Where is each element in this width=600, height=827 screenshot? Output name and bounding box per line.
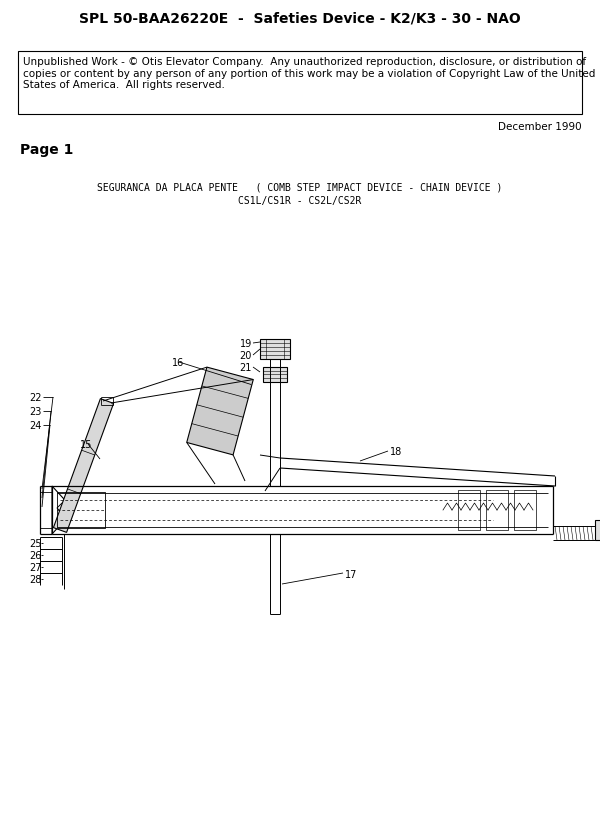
Polygon shape	[53, 399, 113, 533]
Bar	[57, 492, 105, 528]
Text: December 1990: December 1990	[499, 122, 582, 131]
Text: 28: 28	[29, 574, 42, 585]
Text: SEGURANCA DA PLACA PENTE   ( COMB STEP IMPACT DEVICE - CHAIN DEVICE ): SEGURANCA DA PLACA PENTE ( COMB STEP IMP…	[97, 183, 503, 193]
Bar	[595, 520, 600, 540]
Text: 19: 19	[240, 338, 252, 348]
Text: 27: 27	[29, 562, 42, 572]
Bar	[486, 490, 508, 530]
Text: SPL 50-BAA26220E  -  Safeties Device - K2/K3 - 30 - NAO: SPL 50-BAA26220E - Safeties Device - K2/…	[79, 11, 521, 25]
Text: Unpublished Work - © Otis Elevator Company.  Any unauthorized reproduction, disc: Unpublished Work - © Otis Elevator Compa…	[23, 57, 595, 90]
Polygon shape	[187, 368, 253, 456]
Text: CS1L/CS1R - CS2L/CS2R: CS1L/CS1R - CS2L/CS2R	[238, 196, 362, 206]
Bar	[514, 490, 536, 530]
Text: 16: 16	[172, 357, 184, 367]
Text: 24: 24	[29, 420, 42, 431]
Text: 21: 21	[239, 362, 252, 372]
Text: 25: 25	[29, 538, 42, 548]
Bar	[260, 340, 290, 360]
Text: 23: 23	[29, 407, 42, 417]
Text: 22: 22	[29, 393, 42, 403]
Text: 18: 18	[390, 447, 402, 457]
Bar	[263, 367, 287, 383]
Text: 15: 15	[80, 439, 92, 449]
Text: 20: 20	[239, 351, 252, 361]
Bar	[458, 490, 480, 530]
Text: 26: 26	[29, 550, 42, 561]
Bar	[18, 52, 582, 115]
Text: 17: 17	[345, 569, 358, 579]
Text: Page 1: Page 1	[20, 143, 73, 157]
Polygon shape	[57, 504, 67, 514]
